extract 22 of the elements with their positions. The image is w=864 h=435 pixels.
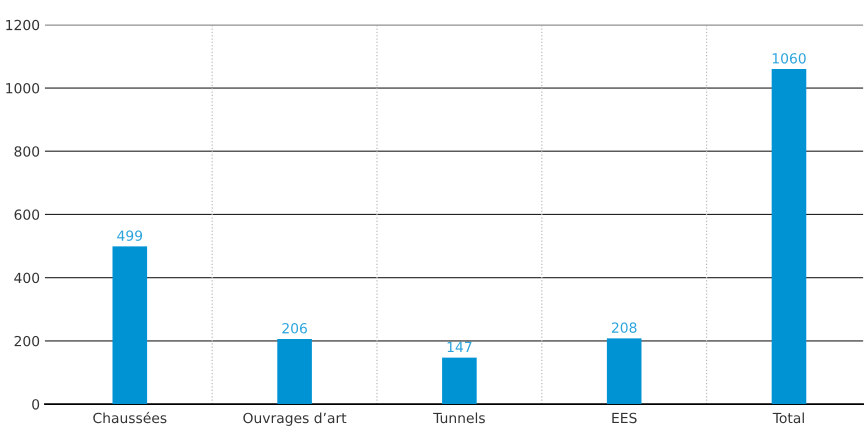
data-label: 208 [612, 322, 636, 333]
x-tick-label: Ouvrages d’art [243, 412, 346, 426]
y-tick-label: 600 [14, 209, 40, 220]
x-tick-label: EES [612, 412, 637, 424]
bar [112, 246, 148, 404]
x-tick-label: Tunnels [433, 412, 485, 424]
x-tick-label: Total [772, 412, 804, 424]
bar [772, 69, 806, 404]
data-label: 206 [282, 323, 307, 334]
data-label: 1060 [772, 53, 806, 64]
bar [277, 339, 312, 404]
y-tick-label: 200 [14, 336, 40, 346]
y-tick-label: 800 [14, 146, 40, 157]
y-tick-label: 0 [32, 399, 40, 410]
y-tick-label: 1200 [6, 20, 40, 30]
data-label: 499 [117, 230, 142, 241]
bar [442, 358, 477, 404]
data-label: 147 [448, 342, 472, 352]
y-tick-label: 1000 [6, 82, 40, 94]
x-tick-label: Chaussées [93, 412, 166, 424]
bar [606, 338, 642, 404]
y-tick-label: 400 [14, 272, 40, 284]
